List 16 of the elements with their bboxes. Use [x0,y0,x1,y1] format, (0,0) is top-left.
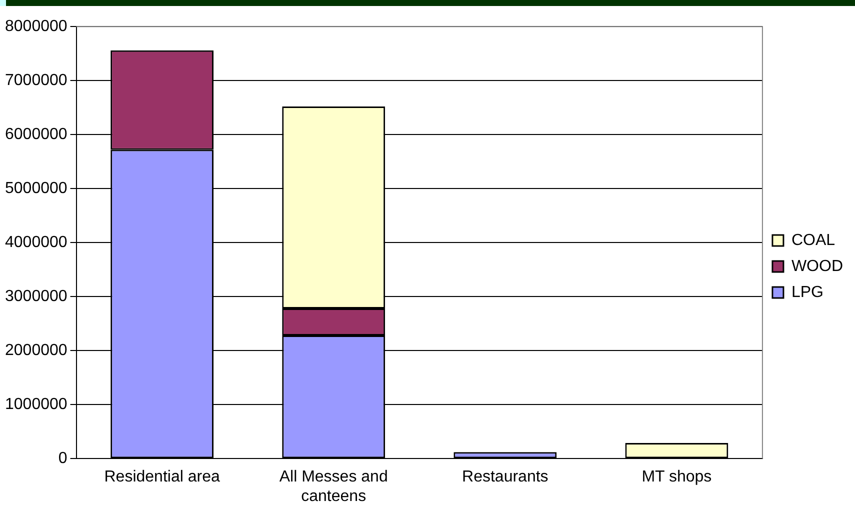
x-tick-label: MT shops [642,468,712,486]
x-tick-label: All Messes and canteens [279,468,388,505]
y-tick-label: 1000000 [4,396,68,414]
y-tick-label: 0 [58,450,68,468]
y-tick-label: 2000000 [4,342,68,360]
legend-label: COAL [791,232,836,249]
y-tick-label: 3000000 [4,288,68,306]
y-tick-label: 5000000 [4,180,68,198]
y-tick-label: 7000000 [4,72,68,90]
y-tick-label: 8000000 [4,18,68,36]
y-tick-label: 4000000 [4,234,68,252]
legend-label: LPG [791,284,824,301]
y-tick-label: 6000000 [4,126,68,144]
x-tick-label: Restaurants [462,468,548,486]
x-tick-label: Residential area [104,468,220,486]
legend-label: WOOD [791,258,843,275]
